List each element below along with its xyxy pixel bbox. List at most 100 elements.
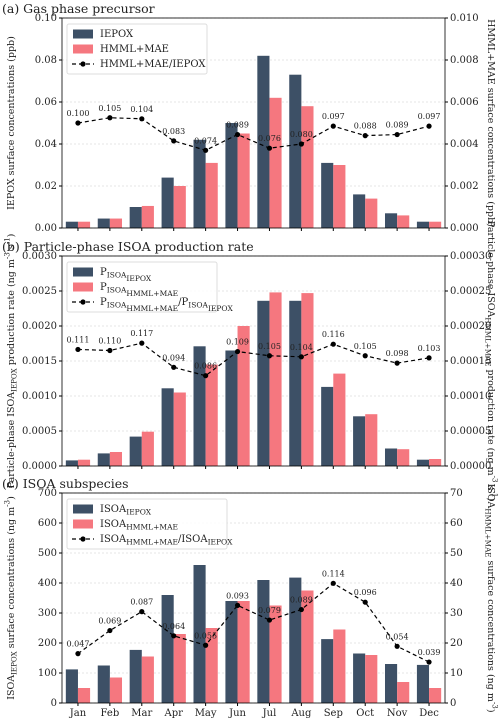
y-tick-label: 0.0020 bbox=[22, 321, 57, 332]
bar bbox=[161, 595, 174, 703]
y-tick-label: 0.0005 bbox=[22, 426, 57, 437]
bar bbox=[237, 601, 250, 703]
bar bbox=[77, 459, 91, 466]
bar bbox=[225, 123, 238, 228]
bar bbox=[397, 449, 410, 466]
bar bbox=[429, 459, 442, 466]
y2-tick-label: 0.006 bbox=[450, 97, 479, 108]
value-label: 0.105 bbox=[354, 342, 377, 351]
bar bbox=[397, 682, 410, 703]
bar bbox=[161, 388, 174, 466]
y-tick-label: 0.04 bbox=[35, 139, 57, 150]
y-tick-label: 0.0010 bbox=[22, 391, 57, 402]
y-axis-label: IEPOX surface concentrations (ppb) bbox=[6, 36, 17, 210]
bar bbox=[173, 186, 186, 228]
panel-title: (c) ISOA subspecies bbox=[2, 476, 129, 491]
value-label: 0.105 bbox=[258, 342, 281, 351]
value-label: 0.086 bbox=[194, 362, 217, 371]
ratio-marker bbox=[203, 642, 209, 648]
ratio-marker bbox=[362, 353, 368, 359]
y2-tick-label: 0.010 bbox=[450, 13, 479, 24]
y2-axis-label: HMML+MAE surface concentrations (ppb) bbox=[486, 19, 497, 227]
x-tick-label: Feb bbox=[101, 708, 120, 719]
bar bbox=[173, 392, 186, 466]
legend-label: IEPOX bbox=[100, 29, 134, 40]
bar bbox=[365, 655, 378, 703]
legend-box bbox=[66, 23, 208, 75]
ratio-marker bbox=[394, 360, 400, 366]
y-axis-label: ISOAIEPOX surface concentrations (ng m-3… bbox=[3, 496, 19, 700]
y-tick-label: 400 bbox=[38, 578, 57, 589]
legend-swatch bbox=[73, 29, 93, 39]
value-label: 0.109 bbox=[226, 338, 249, 347]
y2-tick-label: 30 bbox=[450, 608, 463, 619]
value-label: 0.039 bbox=[418, 648, 441, 657]
y2-tick-label: 50 bbox=[450, 548, 463, 559]
y-tick-label: 0.06 bbox=[35, 97, 57, 108]
legend-marker bbox=[80, 299, 86, 305]
ratio-marker bbox=[75, 346, 81, 353]
ratio-marker bbox=[203, 373, 209, 379]
bar bbox=[193, 139, 206, 228]
ratio-marker bbox=[330, 580, 336, 586]
bar bbox=[65, 669, 78, 703]
ratio-marker bbox=[234, 131, 241, 138]
y2-axis-label: Particle-phase ISOAHMML+MAE production r… bbox=[484, 221, 500, 501]
y2-tick-label: 0.00030 bbox=[450, 251, 491, 262]
value-label: 0.089 bbox=[386, 121, 409, 130]
value-label: 0.064 bbox=[162, 622, 185, 631]
value-label: 0.054 bbox=[386, 632, 409, 641]
value-label: 0.089 bbox=[290, 596, 313, 605]
y2-tick-label: 10 bbox=[450, 668, 463, 679]
y-tick-label: 0.0025 bbox=[22, 286, 57, 297]
value-label: 0.074 bbox=[194, 136, 217, 145]
ratio-marker bbox=[107, 347, 113, 354]
y-tick-label: 600 bbox=[38, 518, 57, 529]
bar bbox=[397, 215, 410, 228]
y-tick-label: 0.0000 bbox=[22, 461, 57, 472]
y2-tick-label: 20 bbox=[450, 638, 463, 649]
y-tick-label: 100 bbox=[38, 668, 57, 679]
value-label: 0.103 bbox=[418, 344, 441, 353]
bar bbox=[97, 665, 110, 703]
value-label: 0.117 bbox=[130, 329, 153, 338]
y-tick-label: 0.08 bbox=[35, 55, 57, 66]
value-label: 0.116 bbox=[322, 330, 345, 339]
y-tick-label: 500 bbox=[38, 548, 57, 559]
y2-tick-label: 0.004 bbox=[450, 139, 479, 150]
value-label: 0.098 bbox=[386, 349, 409, 358]
ratio-marker bbox=[362, 599, 368, 605]
y2-tick-label: 0.00020 bbox=[450, 321, 491, 332]
x-tick-label: Dec bbox=[419, 708, 439, 719]
y2-axis-label: ISOAHMML+MAE surface concentrations (ng … bbox=[484, 483, 500, 712]
bar bbox=[269, 97, 282, 228]
bar bbox=[97, 453, 110, 466]
y2-tick-label: 0.008 bbox=[450, 55, 479, 66]
bar bbox=[289, 300, 302, 466]
plot-frame bbox=[61, 255, 446, 467]
legend-label: PISOAHMML+MAE bbox=[100, 282, 178, 299]
ratio-marker bbox=[266, 617, 273, 623]
bar bbox=[141, 656, 154, 703]
y-axis-label: Particle-phase ISOAIEPOX production rate… bbox=[3, 234, 19, 489]
x-tick-label: Aug bbox=[290, 708, 312, 719]
bar bbox=[333, 373, 346, 466]
y2-tick-label: 70 bbox=[450, 488, 463, 499]
bar bbox=[269, 605, 282, 703]
legend-swatch bbox=[73, 519, 93, 529]
ratio-marker bbox=[107, 115, 113, 121]
ratio-line bbox=[77, 582, 430, 663]
y2-tick-label: 0.00005 bbox=[450, 426, 491, 437]
legend-box bbox=[66, 261, 218, 313]
legend-label: PISOAHMML+MAE/PISOAIEPOX bbox=[100, 297, 233, 314]
x-tick-label: Jan bbox=[69, 708, 87, 719]
bar bbox=[141, 431, 154, 466]
ratio-marker bbox=[330, 341, 336, 347]
bar bbox=[129, 207, 142, 228]
ratio-marker bbox=[426, 355, 432, 361]
bar bbox=[173, 634, 186, 703]
x-tick-label: Jul bbox=[262, 708, 277, 719]
bar bbox=[257, 300, 270, 466]
bar bbox=[416, 221, 430, 228]
